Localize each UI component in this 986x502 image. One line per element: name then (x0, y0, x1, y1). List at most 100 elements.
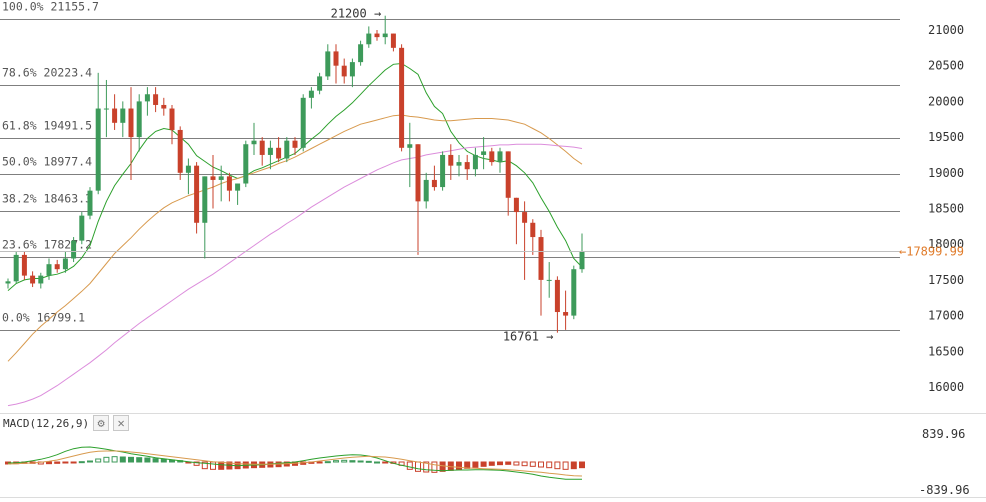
candle (481, 137, 487, 170)
last-price-label: ←17899.99 (899, 245, 964, 259)
macd-histogram-bar (513, 461, 520, 466)
candle-body (136, 101, 142, 138)
macd-histogram-bar (406, 461, 413, 470)
candle (46, 258, 52, 280)
candle (202, 176, 208, 259)
candle (185, 158, 191, 195)
candle-body (259, 140, 265, 155)
candle-body (300, 97, 306, 148)
macd-histogram-bar (316, 461, 323, 464)
candle (366, 26, 372, 48)
macd-histogram-bar (579, 461, 585, 469)
y-tick-label: 18500 (928, 201, 964, 215)
candle-body (243, 144, 249, 184)
candle-body (522, 212, 528, 223)
candle (341, 58, 347, 84)
candle-body (440, 154, 446, 188)
macd-histogram-bar (497, 461, 503, 466)
macd-histogram-bar (570, 461, 577, 470)
candle (456, 154, 462, 177)
y-axis: 21000 20500 20000 19500 19000 18500 18000 17500… (928, 23, 964, 394)
candle-body (358, 44, 364, 63)
fib-level-label: 78.6% 20223.4 (2, 66, 92, 80)
candle-body (235, 183, 241, 191)
macd-histogram-bar (152, 458, 159, 463)
candle (431, 165, 437, 191)
candle (62, 251, 68, 273)
macd-histogram-bar (538, 461, 544, 468)
candle-body (144, 94, 150, 102)
candle (87, 187, 93, 220)
candle-body (382, 33, 388, 38)
candle-body (333, 51, 339, 66)
macd-toolbar: MACD(12,26,9) ⚙ ✕ (0, 413, 130, 433)
candle-body (554, 279, 560, 313)
fibonacci-layer: 100.0% 21155.7 78.6% 20223.4 61.8% 19491.5… (0, 0, 900, 331)
macd-histogram-bar (218, 461, 225, 470)
candle (546, 262, 552, 298)
macd-histogram-bar (333, 460, 339, 463)
macd-histogram-bar (111, 456, 118, 463)
macd-histogram-bar (119, 456, 126, 463)
candle (235, 183, 241, 205)
macd-histogram-bar (144, 457, 151, 463)
fib-level-label: 61.8% 19491.5 (2, 119, 92, 133)
macd-histogram-bar (87, 460, 93, 463)
candle-body (431, 179, 437, 188)
candle (30, 271, 36, 288)
macd-histogram-bar (521, 461, 528, 467)
macd-histogram-bar (128, 456, 134, 463)
candle-body (128, 108, 134, 138)
macd-histogram-bar (78, 461, 85, 464)
candle (128, 87, 134, 180)
candle-body (153, 94, 159, 105)
candle-body (177, 129, 183, 173)
candle (358, 40, 364, 66)
candle (472, 147, 478, 177)
candle-body (489, 151, 495, 163)
macd-histogram-bar (554, 461, 561, 470)
candle-body (292, 140, 298, 148)
macd-histogram-bar (529, 461, 536, 467)
moving-average-line (7, 114, 583, 362)
candle (120, 101, 126, 138)
macd-histogram-bar (349, 460, 356, 463)
y-tick-label: 20500 (928, 59, 964, 73)
candle (382, 15, 388, 45)
macd-histogram-bar (374, 461, 380, 464)
macd-line (7, 446, 582, 480)
candle-body (423, 179, 429, 202)
macd-histogram-bar (70, 461, 77, 464)
macd-histogram-bar (136, 457, 143, 463)
candle-body (456, 162, 462, 166)
candle-body (210, 176, 216, 180)
macd-histogram-bar (341, 459, 348, 463)
candle (571, 265, 577, 320)
macd-bottom-label: -839.96 (919, 483, 970, 497)
candle-body (30, 275, 36, 284)
candle (112, 94, 118, 130)
candle-body (546, 279, 552, 281)
candle (103, 79, 109, 138)
macd-histogram-bar (160, 458, 167, 463)
candle-body (284, 140, 290, 159)
close-icon[interactable]: ✕ (113, 415, 130, 431)
candle (513, 197, 519, 245)
candle (530, 219, 536, 255)
candle-body (366, 33, 372, 45)
macd-top-label: 839.96 (922, 427, 965, 441)
gear-icon[interactable]: ⚙ (93, 415, 110, 431)
candle-body (13, 254, 19, 282)
candle-body (341, 65, 347, 77)
y-tick-label: 19500 (928, 130, 964, 144)
candle (5, 278, 11, 289)
candle-body (399, 47, 405, 148)
candle (136, 94, 142, 152)
candle-body (505, 151, 511, 198)
candle-body (202, 176, 208, 223)
candle-body (481, 151, 487, 155)
candle (440, 151, 446, 191)
candle-body (87, 190, 93, 216)
candle (538, 229, 544, 316)
